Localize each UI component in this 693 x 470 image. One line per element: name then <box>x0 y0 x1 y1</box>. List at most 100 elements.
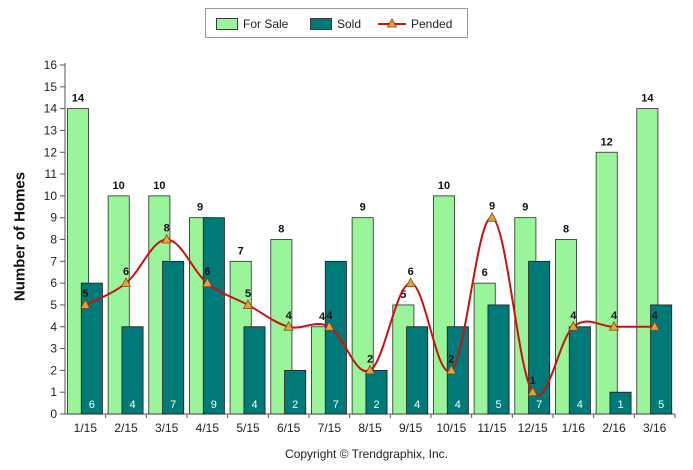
bar-sold <box>406 326 429 415</box>
legend-item-sold: Sold <box>310 16 361 32</box>
legend-label-sold: Sold <box>337 17 362 31</box>
sold-swatch <box>310 18 332 30</box>
y-tick-label: 3 <box>50 342 57 356</box>
bar-sold-value-label: 4 <box>251 399 257 411</box>
y-tick-label: 9 <box>50 211 57 225</box>
pended-value-label: 4 <box>652 310 659 322</box>
x-tick-label: 11/15 <box>477 421 506 435</box>
pended-point <box>364 364 376 375</box>
bar-sold <box>324 260 347 415</box>
pended-point <box>446 364 457 375</box>
bar-for-sale-value-label: 10 <box>153 180 165 192</box>
y-tick-label: 6 <box>50 276 57 290</box>
x-tick-label: 5/15 <box>236 421 260 435</box>
bar-sold-value-label: 4 <box>129 399 135 411</box>
pended-line <box>84 216 655 397</box>
x-tick-label: 2/15 <box>114 421 138 435</box>
bar-for-sale-value-label: 5 <box>400 289 406 301</box>
pended-value-label: 5 <box>245 288 251 300</box>
y-tick-label: 14 <box>44 102 58 116</box>
legend-item-for-sale: For Sale <box>216 16 288 32</box>
pended-value-label: 1 <box>530 375 536 387</box>
y-axis-title: Number of Homes <box>11 171 29 302</box>
bar-for-sale-value-label: 8 <box>278 224 284 236</box>
legend-item-pended: Pended <box>378 16 452 32</box>
x-tick-label: 9/15 <box>399 421 423 435</box>
bar-sold-value-label: 7 <box>333 399 339 411</box>
y-tick-label: 2 <box>50 363 57 377</box>
pended-point <box>202 277 213 288</box>
pended-value-label: 4 <box>286 310 293 322</box>
pended-point <box>649 320 660 331</box>
bar-sold-value-label: 7 <box>536 399 542 411</box>
pended-point <box>568 320 579 331</box>
bar-sold-value-label: 5 <box>658 399 664 411</box>
y-tick-label: 16 <box>44 58 58 72</box>
bar-sold <box>487 304 510 415</box>
pended-point <box>161 233 172 244</box>
x-tick-label: 6/15 <box>277 421 301 435</box>
pended-line-swatch <box>378 18 406 28</box>
y-tick-label: 1 <box>50 385 57 399</box>
bar-for-sale <box>595 151 618 415</box>
pended-value-label: 5 <box>82 288 88 300</box>
bar-sold-value-label: 7 <box>170 399 176 411</box>
bar-sold <box>202 217 225 415</box>
x-tick-label: 1/15 <box>74 421 98 435</box>
y-tick-label: 8 <box>50 233 57 247</box>
bar-for-sale-value-label: 10 <box>113 180 125 192</box>
bar-for-sale-value-label: 8 <box>563 224 569 236</box>
legend: For Sale Sold Pended <box>205 8 468 38</box>
pended-point <box>324 320 335 331</box>
bar-sold <box>365 369 388 415</box>
bar-for-sale-value-label: 9 <box>360 202 366 214</box>
pended-value-label: 4 <box>326 310 333 322</box>
bar-for-sale-value-label: 9 <box>522 202 528 214</box>
bar-sold-value-label: 1 <box>617 399 623 411</box>
pended-value-label: 2 <box>448 353 454 365</box>
for-sale-swatch <box>216 18 238 30</box>
pended-value-label: 6 <box>204 266 210 278</box>
bar-sold-value-label: 5 <box>495 399 501 411</box>
bar-for-sale-value-label: 14 <box>641 93 654 105</box>
y-tick-label: 0 <box>50 407 57 421</box>
bar-for-sale-value-label: 14 <box>72 93 85 105</box>
pended-value-label: 8 <box>164 223 170 235</box>
pended-point <box>608 320 620 331</box>
pended-value-label: 6 <box>123 266 129 278</box>
bar-for-sale-value-label: 4 <box>319 311 326 323</box>
bar-sold <box>650 304 673 415</box>
bar-for-sale-value-label: 7 <box>238 245 244 257</box>
bar-sold-value-label: 4 <box>577 399 583 411</box>
pended-point <box>120 277 132 288</box>
bar-sold <box>121 326 144 415</box>
pended-point <box>283 320 294 331</box>
bar-sold-value-label: 4 <box>455 399 461 411</box>
bar-sold <box>528 260 551 415</box>
x-tick-label: 12/15 <box>518 421 548 435</box>
legend-label-pended: Pended <box>411 17 453 31</box>
y-tick-label: 7 <box>50 254 57 268</box>
y-tick-label: 12 <box>44 145 58 159</box>
x-tick-label: 3/15 <box>155 421 179 435</box>
x-tick-label: 2/16 <box>602 421 626 435</box>
bar-sold-value-label: 2 <box>373 399 379 411</box>
bar-sold <box>80 282 103 415</box>
y-tick-label: 4 <box>50 320 57 334</box>
x-tick-label: 7/15 <box>318 421 342 435</box>
bar-sold <box>568 326 591 415</box>
bar-for-sale-value-label: 10 <box>438 180 450 192</box>
copyright-text: Copyright © Trendgraphix, Inc. <box>285 447 448 461</box>
bar-sold-value-label: 9 <box>211 399 217 411</box>
bar-for-sale-value-label: 12 <box>601 136 613 148</box>
bar-sold <box>609 391 632 415</box>
x-tick-label: 4/15 <box>196 421 220 435</box>
bar-sold <box>162 260 185 415</box>
x-tick-label: 1/16 <box>562 421 586 435</box>
x-tick-label: 3/16 <box>643 421 667 435</box>
x-tick-label: 10/15 <box>436 421 466 435</box>
bar-sold-value-label: 6 <box>89 399 95 411</box>
pended-value-label: 4 <box>570 310 577 322</box>
y-tick-label: 10 <box>44 189 58 203</box>
